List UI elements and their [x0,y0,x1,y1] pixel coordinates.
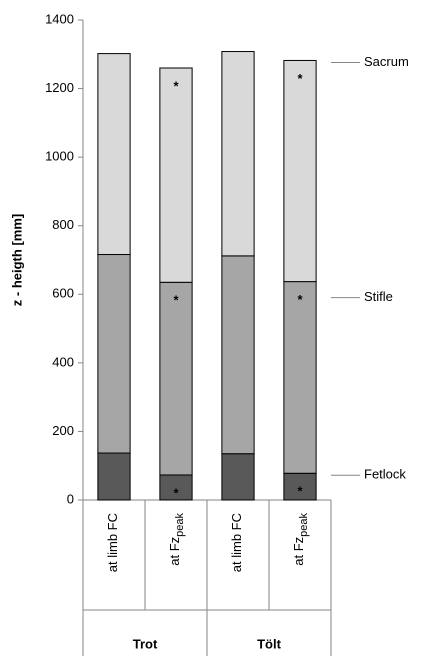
significance-mark: * [173,485,179,500]
y-tick-label: 1400 [45,11,74,26]
category-text: at limb FC [229,513,244,572]
group-label: Tölt [257,636,281,651]
x-tick-label: at limb FC [229,513,244,572]
series-label: Fetlock [364,467,406,482]
significance-mark: * [173,293,179,308]
bar-segment [159,67,193,283]
significance-mark: * [173,78,179,93]
category-subscript: peak [174,513,186,537]
x-tick-label: at Fzpeak [291,513,309,566]
group-label: Trot [133,636,158,651]
y-tick-label: 1000 [45,149,74,164]
bar-segment [221,51,255,257]
bar-segment [97,53,131,256]
bar-segment [283,59,317,283]
category-text: at Fz [291,537,306,566]
bar-segment [97,452,131,501]
y-tick-label: 0 [67,491,74,506]
y-tick-label: 200 [52,423,74,438]
bar-segment [221,453,255,501]
x-tick-label: at Fzpeak [167,513,185,566]
y-axis-title: z - heigth [mm] [9,214,24,306]
bar-segment [221,255,255,455]
bar-segment [159,474,193,501]
series-label: Stifle [364,289,393,304]
category-text: at Fz [167,537,182,566]
y-tick-label: 800 [52,217,74,232]
bar-segment [283,281,317,474]
category-text: at limb FC [105,513,120,572]
significance-mark: * [297,484,303,499]
y-tick-label: 600 [52,286,74,301]
bar-segment [97,254,131,454]
x-tick-label: at limb FC [105,513,120,572]
series-label: Sacrum [364,54,409,69]
significance-mark: * [297,292,303,307]
y-tick-label: 1200 [45,80,74,95]
category-subscript: peak [298,513,310,537]
bar-segment [159,281,193,476]
significance-mark: * [297,71,303,86]
y-tick-label: 400 [52,354,74,369]
